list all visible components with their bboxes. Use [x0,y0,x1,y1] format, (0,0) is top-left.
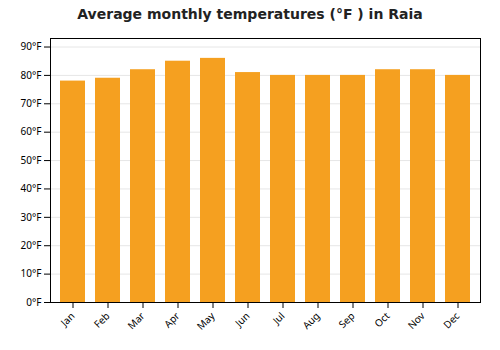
svg-text:Mar: Mar [124,309,147,332]
svg-text:Jan: Jan [57,309,78,330]
svg-text:Dec: Dec [440,309,463,332]
svg-text:Jun: Jun [231,309,252,330]
svg-text:0°F: 0°F [26,295,41,309]
svg-text:Feb: Feb [90,309,112,331]
svg-text:20°F: 20°F [21,238,42,252]
svg-text:30°F: 30°F [21,210,42,224]
svg-text:90°F: 90°F [21,39,42,53]
svg-text:Nov: Nov [404,308,428,332]
svg-text:10°F: 10°F [21,266,42,280]
svg-text:Jul: Jul [269,309,288,328]
html-text:Average monthly temperatures (: Average monthly temperatures (°F ) in Ra… [77,6,423,22]
svg-text:Apr: Apr [161,309,183,331]
svg-text:80°F: 80°F [21,68,42,82]
svg-text:Sep: Sep [335,309,357,331]
svg-text:May: May [193,308,218,333]
svg-text:70°F: 70°F [21,96,42,110]
svg-text:50°F: 50°F [21,153,42,167]
svg-text:Oct: Oct [371,309,393,331]
svg-text:60°F: 60°F [21,124,42,138]
svg-text:40°F: 40°F [21,181,42,195]
svg-text:Aug: Aug [299,309,322,332]
